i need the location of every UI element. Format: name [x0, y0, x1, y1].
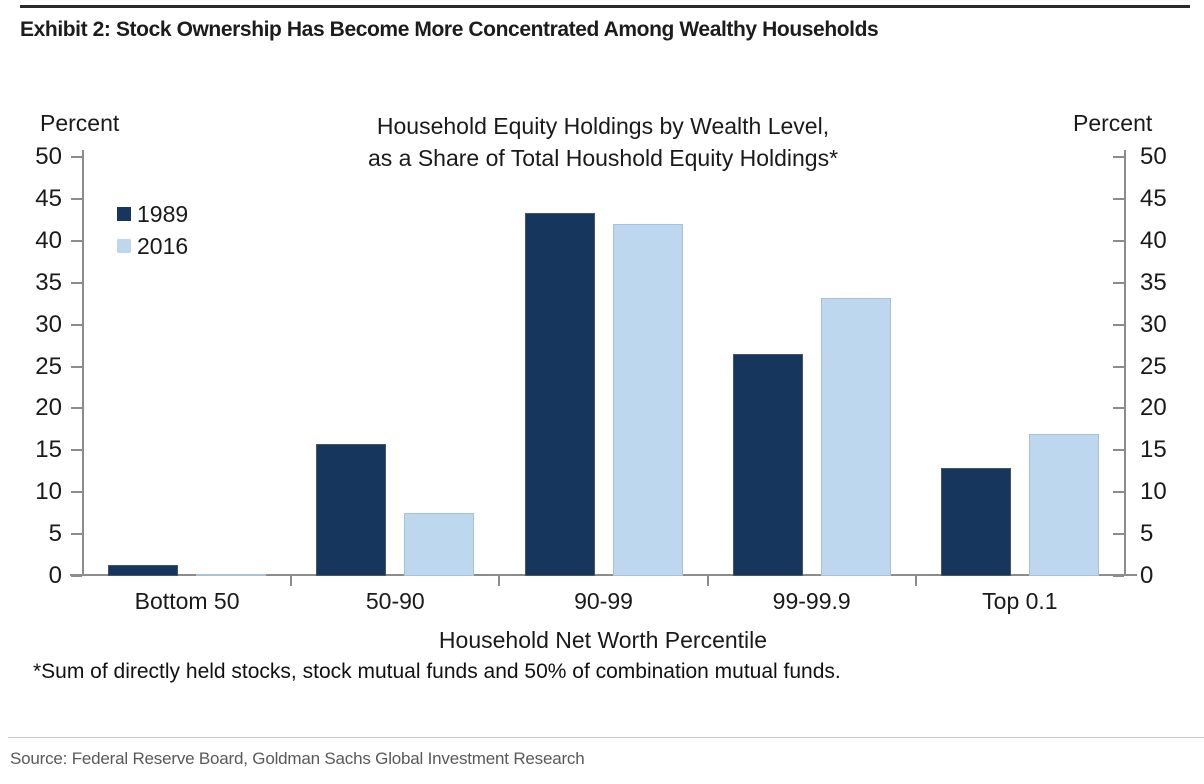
right-y-tick-label: 0 [1140, 562, 1154, 589]
left-y-tick [71, 491, 82, 494]
right-y-tick-label: 15 [1140, 436, 1167, 464]
right-y-tick-label: 30 [1140, 310, 1167, 338]
legend-swatch-1989 [117, 207, 131, 221]
right-y-tick [1113, 239, 1124, 242]
left-y-tick-label: 0 [48, 562, 62, 589]
left-y-tick-label: 40 [35, 226, 62, 254]
left-y-tick [71, 197, 82, 200]
left-y-tick [71, 407, 82, 410]
x-axis-title: Household Net Worth Percentile [438, 627, 768, 653]
left-y-tick [71, 575, 82, 577]
bottom-divider [8, 737, 1204, 738]
legend-swatch-2016 [117, 239, 131, 253]
left-y-tick [71, 323, 82, 326]
x-axis-tick [914, 576, 917, 586]
left-y-tick [71, 533, 82, 536]
legend: 1989 2016 [117, 198, 188, 262]
source-line: Source: Federal Reserve Board, Goldman S… [10, 749, 585, 768]
bar-1989-50-90 [316, 443, 387, 576]
right-y-tick-label: 5 [1140, 520, 1154, 548]
right-y-tick [1113, 575, 1124, 577]
bar-1989-99-99.9 [732, 353, 803, 576]
chart-title-line2: as a Share of Total Houshold Equity Hold… [367, 145, 839, 171]
category-label: 99-99.9 [772, 588, 851, 614]
right-y-tick-label: 25 [1140, 352, 1167, 380]
left-y-tick [71, 365, 82, 368]
right-axis-unit-label: Percent [1073, 110, 1153, 136]
left-y-tick-label: 30 [35, 310, 62, 338]
left-axis-unit-label: Percent [40, 110, 120, 136]
left-y-tick [71, 281, 82, 284]
left-y-tick-label: 10 [35, 478, 62, 506]
chart-title: Household Equity Holdings by Wealth Leve… [203, 110, 1003, 174]
right-y-tick [1113, 197, 1124, 200]
right-y-tick [1113, 156, 1124, 158]
right-y-tick-label: 40 [1140, 226, 1167, 254]
left-y-tick-label: 25 [35, 352, 62, 380]
exhibit-title: Exhibit 2: Stock Ownership Has Become Mo… [20, 18, 879, 41]
left-y-tick-label: 50 [35, 143, 62, 170]
right-y-tick [1113, 323, 1124, 326]
right-y-tick-label: 45 [1140, 184, 1167, 212]
right-y-tick [1113, 491, 1124, 494]
chart-footnote: *Sum of directly held stocks, stock mutu… [33, 660, 841, 683]
right-y-tick [1113, 407, 1124, 410]
legend-item-1989: 1989 [117, 198, 188, 230]
legend-label: 2016 [137, 232, 189, 259]
right-y-tick [1113, 449, 1124, 452]
bar-1989-Bottom 50 [108, 565, 179, 576]
left-y-tick-label: 15 [35, 436, 62, 464]
left-y-tick-label: 45 [35, 184, 62, 212]
bar-2016-Top 0.1 [1028, 434, 1099, 576]
x-axis-tick [290, 576, 293, 586]
category-label: Top 0.1 [982, 588, 1058, 614]
left-y-tick [71, 156, 82, 158]
x-axis-tick [706, 576, 709, 586]
right-y-tick [1113, 365, 1124, 368]
left-y-tick [71, 449, 82, 452]
category-label: 50-90 [365, 588, 425, 614]
x-axis-tick [498, 576, 501, 586]
right-y-tick [1113, 533, 1124, 536]
left-y-tick-label: 35 [35, 268, 62, 296]
x-axis [70, 574, 1137, 576]
bar-2016-90-99 [612, 224, 683, 576]
right-y-tick-label: 20 [1140, 394, 1167, 422]
left-y-tick-label: 20 [35, 394, 62, 422]
bar-2016-Bottom 50 [196, 574, 267, 577]
left-y-tick [71, 239, 82, 242]
right-y-tick-label: 10 [1140, 478, 1167, 506]
bar-1989-Top 0.1 [940, 467, 1011, 576]
legend-item-2016: 2016 [117, 230, 188, 262]
top-divider [20, 5, 1190, 8]
bar-2016-50-90 [404, 513, 475, 576]
bar-1989-90-99 [524, 213, 595, 576]
right-y-tick-label: 50 [1140, 143, 1167, 170]
bar-2016-99-99.9 [820, 297, 891, 576]
right-y-tick [1113, 281, 1124, 284]
legend-label: 1989 [137, 200, 189, 227]
left-y-axis [82, 150, 84, 576]
left-y-tick-label: 5 [48, 520, 62, 548]
right-y-tick-label: 35 [1140, 268, 1167, 296]
chart-title-line1: Household Equity Holdings by Wealth Leve… [376, 113, 830, 139]
category-label: Bottom 50 [134, 588, 240, 614]
right-y-axis [1124, 150, 1126, 576]
category-label: 90-99 [574, 588, 633, 614]
